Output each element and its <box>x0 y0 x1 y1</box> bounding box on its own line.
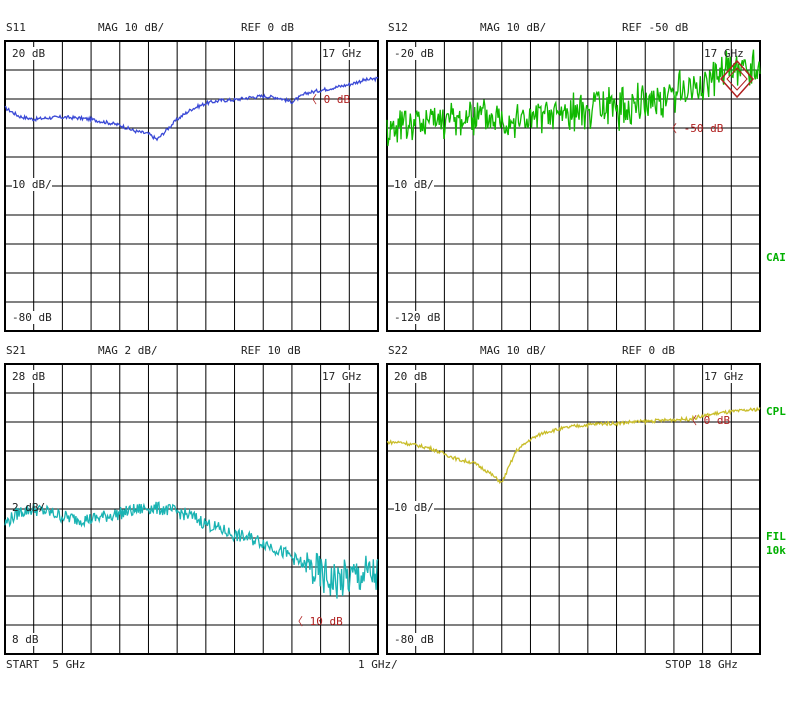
s21-div-label: 2 dB/ <box>12 501 46 514</box>
s11-freq-label: 17 GHz <box>322 47 362 60</box>
s11-ref-marker: 〈 0 dB <box>306 93 351 106</box>
s12-trace <box>386 49 761 147</box>
s12-bottom-label: -120 dB <box>394 311 441 324</box>
s21-panel <box>4 363 379 655</box>
s12-ref-label: REF -50 dB <box>622 21 689 34</box>
cpl-indicator: CPL <box>766 405 786 418</box>
s22-div-label: 10 dB/ <box>394 501 434 514</box>
cal-indicator: CAI <box>766 251 786 264</box>
s22-panel <box>386 363 761 655</box>
s12-freq-label: 17 GHz <box>704 47 744 60</box>
s22-bottom-label: -80 dB <box>394 633 434 646</box>
s21-frame <box>4 363 379 655</box>
s11-top-label: 20 dB <box>12 47 46 60</box>
start-frequency: START 5 GHz <box>6 658 86 671</box>
fil-bandwidth: 10k <box>766 544 786 557</box>
s22-param-label: S22 <box>388 344 408 357</box>
s21-bottom-label: 8 dB <box>12 633 39 646</box>
s12-frame <box>386 40 761 332</box>
stop-frequency: STOP 18 GHz <box>665 658 738 671</box>
s22-ref-label: REF 0 dB <box>622 344 675 357</box>
s12-top-label: -20 dB <box>394 47 434 60</box>
s12-panel <box>386 40 761 332</box>
s21-ref-label: REF 10 dB <box>241 344 301 357</box>
s22-frame <box>386 363 761 655</box>
s11-div-label: 10 dB/ <box>12 178 52 191</box>
s11-panel <box>4 40 379 332</box>
frequency-scale: 1 GHz/ <box>358 658 398 671</box>
s21-grid <box>5 364 378 654</box>
s12-ref-marker: 〈 -50 dB <box>666 122 724 135</box>
s11-ref-label: REF 0 dB <box>241 21 294 34</box>
s11-trace <box>4 76 379 142</box>
s22-freq-label: 17 GHz <box>704 370 744 383</box>
s21-mag-label: MAG 2 dB/ <box>98 344 158 357</box>
s22-top-label: 20 dB <box>394 370 428 383</box>
s11-bottom-label: -80 dB <box>12 311 52 324</box>
s12-mag-label: MAG 10 dB/ <box>480 21 547 34</box>
s12-marker-icon <box>720 59 755 99</box>
s22-ref-marker: 〈 0 dB <box>686 414 731 427</box>
s22-mag-label: MAG 10 dB/ <box>480 344 547 357</box>
s21-trace <box>4 501 379 599</box>
s12-div-label: 10 dB/ <box>394 178 434 191</box>
s11-frame <box>4 40 379 332</box>
s11-param-label: S11 <box>6 21 26 34</box>
s12-grid <box>387 41 760 331</box>
s22-trace <box>386 406 761 485</box>
s21-param-label: S21 <box>6 344 26 357</box>
s12-param-label: S12 <box>388 21 408 34</box>
s21-ref-marker: 〈 10 dB <box>292 615 343 628</box>
s21-freq-label: 17 GHz <box>322 370 362 383</box>
s22-grid <box>387 364 760 654</box>
s11-mag-label: MAG 10 dB/ <box>98 21 165 34</box>
fil-indicator: FIL <box>766 530 786 543</box>
s11-grid <box>5 41 378 331</box>
s21-top-label: 28 dB <box>12 370 46 383</box>
